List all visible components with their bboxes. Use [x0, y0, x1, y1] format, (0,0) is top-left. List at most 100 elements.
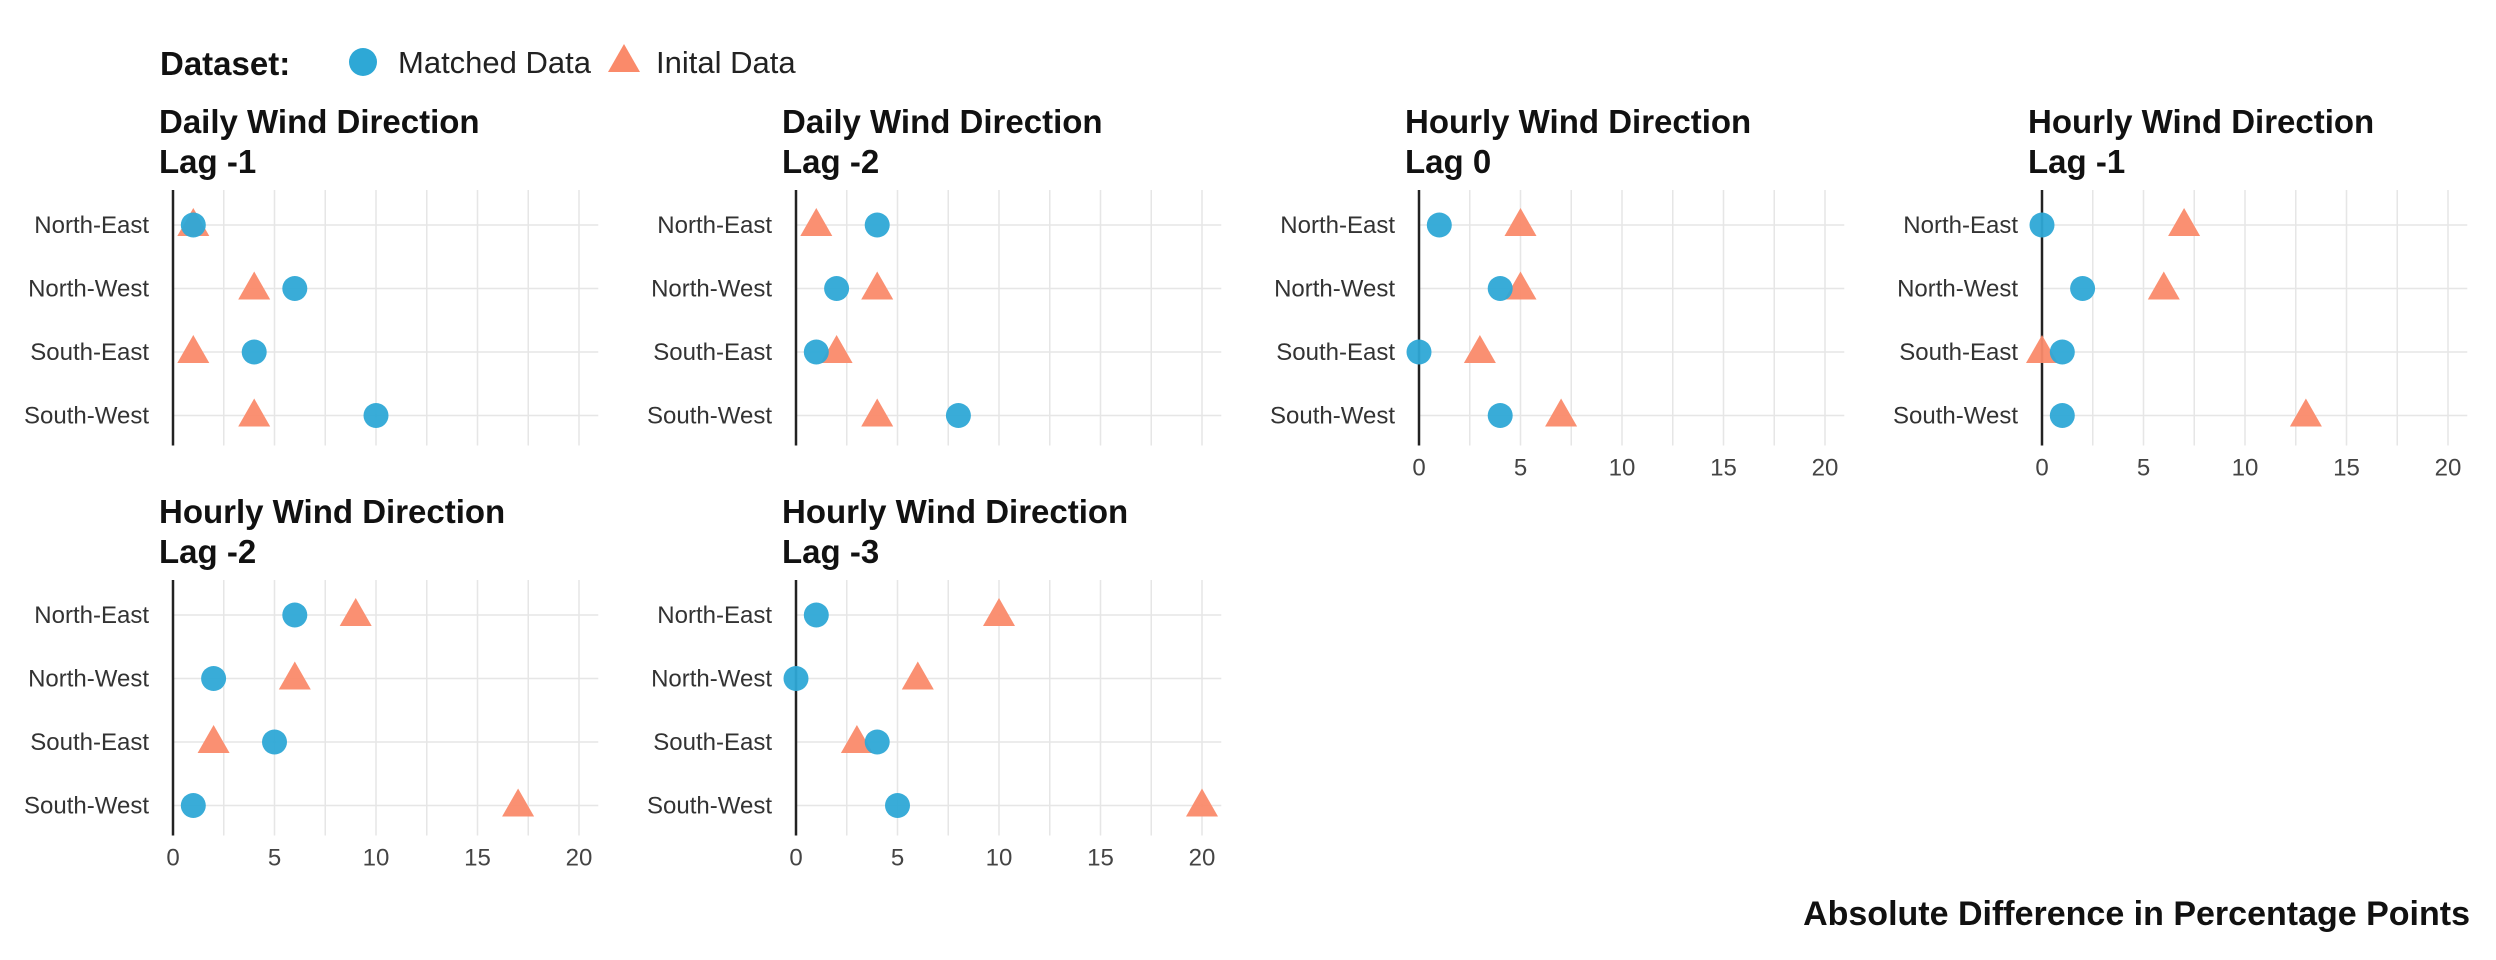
initial-data-point [1545, 398, 1578, 427]
x-tick-label: 0 [2035, 455, 2048, 482]
category-label: North-West [651, 666, 772, 693]
category-label: South-West [1270, 403, 1395, 430]
category-label: North-East [34, 602, 149, 629]
category-label: North-West [28, 666, 149, 693]
category-label: South-East [653, 729, 772, 756]
panel-title: Hourly Wind Direction [159, 493, 505, 530]
category-label: North-East [34, 212, 149, 239]
matched-data-point [282, 276, 308, 301]
panel-subtitle: Lag -1 [159, 143, 256, 180]
initial-data-point [2289, 398, 2322, 427]
x-axis-caption: Absolute Difference in Percentage Points [1803, 895, 2470, 933]
x-tick-label: 15 [1087, 845, 1114, 872]
legend-initial-marker [608, 44, 640, 72]
x-tick-label: 5 [2137, 455, 2150, 482]
matched-data-point [783, 666, 809, 691]
category-label: North-East [1280, 212, 1395, 239]
x-tick-label: 10 [363, 845, 390, 872]
initial-data-point [800, 208, 833, 236]
initial-data-point [820, 335, 853, 363]
matched-data-point [262, 729, 287, 755]
matched-data-point [864, 729, 890, 755]
category-label: South-West [647, 403, 772, 430]
category-label: South-East [653, 339, 772, 366]
category-label: North-West [1897, 276, 2018, 303]
initial-data-point [840, 725, 873, 753]
matched-data-point [945, 403, 971, 428]
category-label: South-East [30, 339, 149, 366]
matched-data-point [885, 793, 910, 818]
initial-data-point [197, 725, 230, 753]
panel-subtitle: Lag -3 [782, 533, 879, 570]
category-label: South-East [30, 729, 149, 756]
legend-initial-label: Inital Data [656, 45, 796, 80]
panel-subtitle: Lag -2 [159, 533, 256, 570]
category-label: South-West [24, 793, 149, 820]
matched-data-point [282, 602, 308, 628]
x-tick-label: 20 [1812, 455, 1839, 482]
panel-subtitle: Lag -1 [2028, 143, 2125, 180]
category-label: North-West [651, 276, 772, 303]
initial-data-point [1504, 208, 1537, 236]
matched-data-point [803, 339, 829, 365]
matched-data-point [2029, 212, 2055, 238]
category-label: North-East [1903, 212, 2018, 239]
legend-matched-label: Matched Data [398, 45, 592, 80]
legend-title: Dataset: [160, 45, 290, 82]
initial-data-point [861, 271, 894, 300]
initial-data-point [238, 398, 271, 427]
matched-data-point [180, 212, 206, 238]
category-label: North-East [657, 602, 772, 629]
initial-data-point [1186, 788, 1218, 817]
category-label: North-West [28, 276, 149, 303]
x-tick-label: 5 [268, 845, 281, 872]
panel-title: Daily Wind Direction [782, 103, 1103, 140]
category-label: South-West [647, 793, 772, 820]
initial-data-point [502, 788, 535, 817]
category-label: South-East [1276, 339, 1395, 366]
x-tick-label: 10 [1609, 455, 1636, 482]
initial-data-point [1504, 271, 1537, 300]
initial-data-point [901, 661, 934, 690]
panel-subtitle: Lag 0 [1405, 143, 1491, 180]
x-tick-label: 20 [1189, 845, 1216, 872]
panel-subtitle: Lag -2 [782, 143, 879, 180]
matched-data-point [180, 793, 206, 818]
initial-data-point [861, 398, 894, 427]
matched-data-point [1487, 276, 1513, 301]
matched-data-point [824, 276, 850, 301]
x-tick-label: 15 [1710, 455, 1737, 482]
x-tick-label: 5 [1514, 455, 1527, 482]
initial-data-point [278, 661, 311, 690]
initial-data-point [983, 598, 1015, 626]
matched-data-point [1426, 212, 1452, 238]
x-tick-label: 20 [566, 845, 593, 872]
matched-data-point [241, 339, 267, 365]
initial-data-point [2026, 335, 2058, 363]
initial-data-point [177, 335, 210, 363]
initial-data-point [2147, 271, 2180, 300]
initial-data-point [238, 271, 271, 300]
matched-data-point [2070, 276, 2096, 301]
x-tick-label: 15 [2333, 455, 2360, 482]
x-tick-label: 10 [2232, 455, 2259, 482]
x-tick-label: 0 [1412, 455, 1425, 482]
matched-data-point [363, 403, 389, 428]
panels: Daily Wind Direction Lag -1 North-East Nort… [24, 103, 2468, 872]
x-tick-label: 0 [789, 845, 802, 872]
matched-data-point [2049, 339, 2075, 365]
x-tick-label: 5 [891, 845, 904, 872]
x-tick-label: 15 [464, 845, 491, 872]
matched-data-point [201, 666, 227, 691]
legend-matched-marker [349, 48, 377, 76]
panel-title: Hourly Wind Direction [1405, 103, 1751, 140]
x-tick-label: 0 [166, 845, 179, 872]
initial-data-point [2168, 208, 2201, 236]
matched-data-point [864, 212, 890, 238]
matched-data-point [803, 602, 829, 628]
